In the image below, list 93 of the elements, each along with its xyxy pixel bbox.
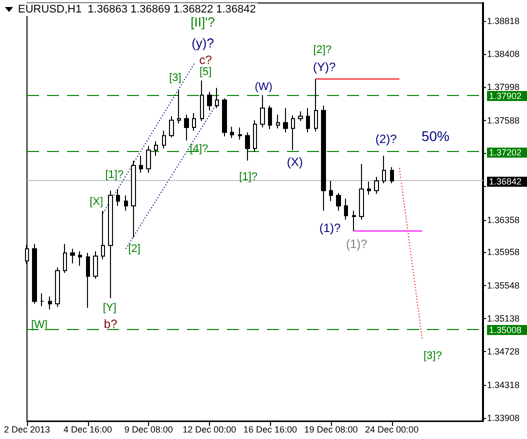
candlestick [93,250,98,280]
candlestick [192,112,196,132]
annotation: [II]'? [190,14,215,30]
annotation: (1)? [346,237,368,251]
annotation: [Y] [102,302,116,314]
candlestick [169,116,174,138]
candlestick [268,105,272,130]
annotation: [3] [169,72,182,84]
annotation: (y)? [192,36,214,50]
annotation: b? [104,317,118,331]
candlestick [154,140,158,156]
candlestick [55,266,60,308]
candlestick [222,98,227,137]
annotation: (X) [286,155,303,169]
annotation: (Y)? [313,60,336,74]
annotation: [5] [199,66,212,78]
y-tick-label: 1.34728 [487,346,520,357]
annotation: [3]? [423,350,442,362]
candlestick [124,194,128,212]
candlestick [336,192,341,212]
candlestick [139,155,143,174]
candlestick [200,80,204,122]
candlestick [48,296,52,310]
candlestick [314,78,318,132]
annotation: [4]? [190,143,208,155]
chart-title: EURUSD,H1 1.36863 1.36869 1.36822 1.36842 [18,4,256,16]
annotation: [1]? [239,171,258,183]
y-tick-label: 1.38408 [487,49,520,60]
annotation: [1]? [105,169,124,181]
y-tick-label: 1.33908 [487,412,520,423]
ref-line-label: 1.37902 [489,91,522,102]
candlestick [70,248,75,264]
candlestick [276,114,280,129]
x-tick-label: 16 Dec 16:00 [243,424,297,434]
y-tick-label: 1.35138 [487,313,520,324]
annotation: (2)? [375,132,398,146]
candlestick [116,188,120,206]
y-tick-label: 1.38818 [487,16,520,26]
candlestick [32,243,37,304]
candlestick [344,198,348,220]
annotation: c? [199,53,212,67]
candlestick [184,114,189,141]
x-tick-label: 9 Dec 08:00 [124,424,173,434]
annotation: (1)? [319,221,342,235]
candlestick [283,108,288,133]
ref-line-label: 1.37202 [489,148,522,158]
candlestick [207,91,212,112]
ref-line-label: 1.36842 [489,176,522,187]
annotation: 50% [421,128,450,144]
x-tick-label: 19 Dec 08:00 [304,424,358,434]
candlestick [215,87,219,109]
y-tick-label: 1.37998 [487,82,520,92]
ref-line-label: 1.35008 [489,324,522,335]
candlestick [260,94,265,128]
candlestick [306,108,310,133]
y-tick-label: 1.37588 [487,115,520,126]
candlestick [230,126,234,139]
candlestick [40,292,44,307]
y-tick-label: 1.36358 [487,214,520,225]
candlestick [146,146,151,174]
candlestick [86,252,90,308]
x-tick-label: 24 Dec 00:00 [365,424,419,434]
candlestick [108,190,113,299]
annotation: [2]? [313,44,332,56]
candlestick [359,163,364,220]
candlestick [131,160,136,238]
candlestick [177,90,181,124]
y-tick-label: 1.34318 [487,380,520,390]
y-tick-label: 1.35548 [487,280,520,290]
y-tick-label: 1.35958 [487,247,520,258]
candlestick [245,132,250,162]
x-tick-label: 4 Dec 16:00 [64,424,112,434]
candlestick [321,105,326,212]
candlestick [291,114,295,151]
candlestick [352,210,356,232]
annotation: [W] [31,319,48,331]
candlestick [329,180,333,202]
candlestick [101,210,105,260]
candlestick [390,166,394,184]
annotation: [2] [128,243,140,255]
candlestick [298,110,303,122]
candlestick [367,181,371,196]
candlestick [382,155,386,184]
candlestick [374,176,379,194]
x-tick-label: 12 Dec 00:00 [182,424,236,434]
candlestick [63,243,67,274]
x-tick-label: 2 Dec 2013 [4,424,50,434]
candlestick [162,130,166,150]
candlestick [238,127,242,140]
candlestick [78,250,82,266]
annotation: (W) [254,81,272,93]
annotation: [X] [90,196,104,208]
candlestick [253,120,257,152]
